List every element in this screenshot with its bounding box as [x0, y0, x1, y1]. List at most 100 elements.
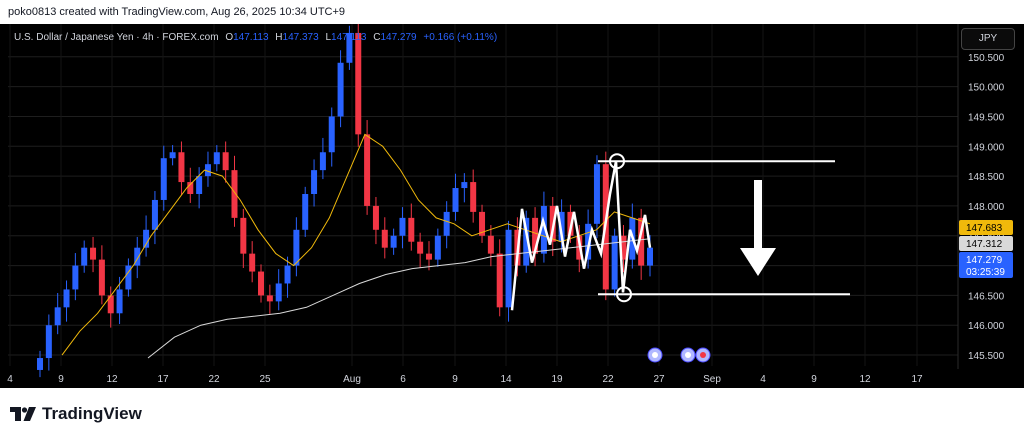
chart-area[interactable]: 150.500 150.000 149.500 149.000 148.500 148.0… — [0, 24, 1024, 388]
candle-body — [249, 253, 256, 272]
header-caption: poko0813 created with TradingView.com, A… — [8, 6, 346, 18]
candle-body — [187, 182, 194, 194]
candle-body — [443, 211, 450, 236]
candle-body — [337, 62, 344, 117]
candle-body — [54, 307, 61, 326]
candle-body — [125, 265, 132, 290]
x-tick-label: 19 — [551, 374, 563, 385]
down-arrow-icon — [740, 180, 776, 276]
y-tick-label: 148.000 — [968, 202, 1005, 213]
candle-body — [408, 217, 415, 242]
price-label-text: 147.312 — [966, 239, 1003, 250]
x-tick-label: 9 — [58, 374, 64, 385]
candle-body — [213, 152, 220, 165]
candle-body — [461, 182, 468, 189]
x-tick-label: 17 — [911, 374, 923, 385]
candle-body — [417, 241, 424, 254]
candle-body — [169, 152, 176, 159]
price-label-text: 147.683 — [966, 223, 1003, 234]
candle-body — [196, 176, 203, 194]
candle-body — [134, 247, 141, 266]
price-label-box — [959, 220, 1013, 235]
x-tick-label: 12 — [106, 374, 118, 385]
candle-body — [160, 158, 167, 200]
candle-body — [81, 247, 88, 266]
legend-o-label: O — [225, 32, 234, 43]
candle-body — [523, 217, 530, 266]
legend-l-label: L — [325, 32, 332, 43]
candle-body — [585, 223, 592, 260]
candle-body — [302, 194, 309, 230]
candle-body — [593, 164, 600, 224]
price-chart[interactable]: 150.500 150.000 149.500 149.000 148.500 148.0… — [0, 24, 1024, 388]
legend-change: +0.166 (+0.11%) — [423, 32, 498, 43]
candle-body — [372, 205, 379, 230]
us-flag-icon — [652, 352, 658, 358]
candle-body — [558, 211, 565, 242]
y-tick-label: 148.500 — [968, 172, 1005, 183]
candle-body — [620, 235, 627, 260]
candle-body — [319, 152, 326, 171]
legend-c-label: C — [373, 32, 381, 43]
currency-button[interactable]: JPY — [961, 28, 1015, 50]
candle-body — [425, 253, 432, 260]
candle-body — [284, 265, 291, 284]
top-marker — [609, 153, 625, 170]
candle-body — [293, 229, 300, 266]
countdown-text: 03:25:39 — [966, 267, 1005, 278]
header-bar: poko0813 created with TradingView.com, A… — [0, 0, 1024, 24]
legend-symbol: U.S. Dollar / Japanese Yen · 4h · FOREX.… — [14, 32, 219, 43]
candle-body — [143, 229, 150, 248]
price-label-box — [959, 236, 1013, 251]
candle-body — [540, 205, 547, 254]
candle-body — [107, 295, 114, 314]
candle-body — [364, 134, 371, 206]
x-tick-label: 22 — [208, 374, 220, 385]
x-tick-label: 4 — [760, 374, 766, 385]
legend-h-value: 147.373 — [282, 32, 319, 43]
candle-body — [487, 235, 494, 254]
candle-body — [151, 199, 158, 230]
x-tick-label: Sep — [703, 374, 721, 385]
x-tick-label: 22 — [602, 374, 614, 385]
candle-body — [258, 271, 265, 296]
candle-body — [98, 259, 105, 296]
x-tick-label: 9 — [452, 374, 458, 385]
price-label-box — [959, 252, 1013, 278]
candle-body — [355, 32, 362, 135]
x-tick-label: Aug — [343, 374, 361, 385]
legend-l-value: 147.113 — [331, 32, 367, 43]
legend-o-value: 147.113 — [233, 32, 269, 43]
y-tick-label: 145.500 — [968, 351, 1005, 362]
candle-body — [496, 253, 503, 308]
candle-body — [240, 217, 247, 254]
candle-body — [479, 211, 486, 236]
candle-body — [390, 235, 397, 248]
candle-body — [37, 358, 43, 370]
ohlc-legend: U.S. Dollar / Japanese Yen · 4h · FOREX.… — [14, 32, 497, 43]
candle-body — [63, 289, 70, 308]
legend-h-label: H — [275, 32, 283, 43]
x-tick-label: 4 — [7, 374, 13, 385]
candle-body — [222, 152, 229, 171]
footer-bar: TradingView — [0, 388, 1024, 441]
legend-c-value: 147.279 — [380, 32, 417, 43]
candle-body — [399, 217, 406, 236]
candle-body — [266, 295, 273, 302]
tradingview-logo-icon — [10, 407, 36, 421]
y-tick-label: 149.500 — [968, 112, 1005, 123]
candle-body — [45, 325, 52, 359]
tradingview-logo[interactable]: TradingView — [10, 404, 142, 424]
candle-body — [231, 170, 238, 218]
x-tick-label: 6 — [400, 374, 406, 385]
candle-body — [328, 116, 335, 153]
candle-body — [505, 229, 512, 308]
candle-body — [470, 182, 477, 212]
y-tick-label: 150.000 — [968, 83, 1005, 94]
candle-body — [90, 247, 97, 260]
us-flag-icon — [685, 352, 691, 358]
bottom-marker — [616, 286, 632, 303]
y-tick-label: 146.000 — [968, 321, 1005, 332]
candle-body — [381, 229, 388, 248]
candle-body — [178, 152, 185, 183]
